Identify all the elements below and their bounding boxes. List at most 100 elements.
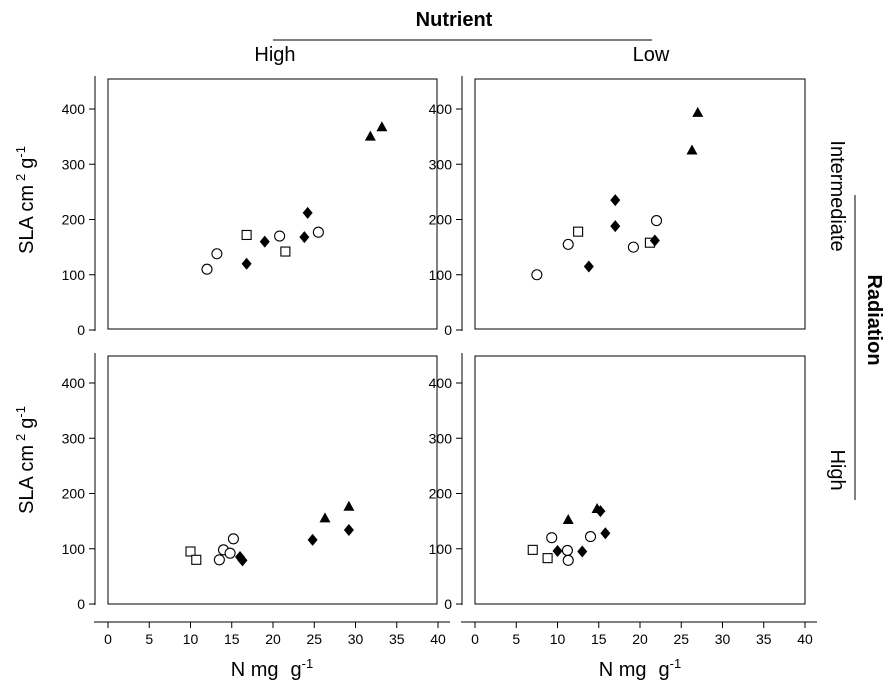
- data-point-circle: [201, 263, 213, 275]
- y-tick-label: 200: [429, 486, 453, 502]
- data-point-triangle: [376, 121, 388, 132]
- data-point-circle: [584, 531, 597, 543]
- y-label-main: SLA cm: [16, 185, 38, 254]
- panel-frame: [474, 355, 806, 605]
- data-point-diamond: [241, 257, 252, 270]
- data-point-circle: [562, 554, 574, 566]
- panel-frame: [107, 355, 438, 605]
- x-tick-label: 0: [471, 631, 479, 647]
- data-point-square: [573, 226, 584, 237]
- data-point-circle: [274, 230, 286, 242]
- x-label-main: N mg: [599, 659, 647, 681]
- data-point-circle: [650, 215, 663, 227]
- y-label-sup2: -1: [13, 146, 28, 158]
- x-label-g: g: [291, 659, 302, 681]
- panel-frame: [107, 78, 438, 330]
- y-tick-label: 400: [62, 375, 86, 391]
- y-tick-label: 0: [444, 596, 452, 612]
- data-point-circle: [224, 547, 236, 559]
- x-axis-label-right: N mg g-1: [599, 656, 681, 681]
- y-tick-label: 100: [429, 267, 453, 283]
- data-point-circle: [531, 269, 543, 281]
- y-tick-label: 300: [62, 430, 86, 446]
- data-point-triangle: [319, 512, 331, 523]
- y-tick-label: 400: [429, 375, 453, 391]
- data-point-circle: [561, 544, 573, 556]
- row-title: Radiation: [863, 274, 885, 365]
- x-tick-label: 25: [306, 631, 322, 647]
- data-point-circle: [562, 238, 574, 250]
- column-label-low: Low: [633, 44, 670, 66]
- data-point-circle: [213, 554, 225, 566]
- y-label-main: SLA cm: [16, 445, 38, 514]
- x-tick-label: 30: [348, 631, 364, 647]
- data-point-diamond: [610, 220, 621, 233]
- y-tick-label: 300: [429, 156, 453, 172]
- row-label-high: High: [826, 449, 848, 490]
- data-point-circle: [211, 248, 223, 260]
- y-label-sup1: 2: [13, 174, 28, 181]
- panel-frame: [474, 78, 806, 330]
- x-tick-label: 20: [265, 631, 281, 647]
- data-point-square: [527, 544, 538, 555]
- data-point-diamond: [237, 554, 248, 567]
- data-point-triangle: [692, 106, 704, 117]
- data-point-diamond: [302, 206, 313, 219]
- x-tick-label: 15: [224, 631, 240, 647]
- x-tick-label: 5: [145, 631, 153, 647]
- x-tick-label: 40: [430, 631, 446, 647]
- data-point-triangle: [364, 130, 376, 141]
- data-point-diamond: [600, 527, 611, 540]
- y-tick-label: 300: [62, 156, 86, 172]
- x-tick-label: 10: [183, 631, 199, 647]
- x-tick-label: 15: [591, 631, 607, 647]
- x-tick-label: 10: [550, 631, 566, 647]
- data-point-diamond: [649, 234, 660, 247]
- data-point-square: [185, 546, 196, 557]
- data-point-diamond: [552, 544, 563, 557]
- column-label-high: High: [254, 44, 295, 66]
- data-point-square: [542, 553, 553, 564]
- y-tick-label: 100: [429, 541, 453, 557]
- data-point-diamond: [343, 523, 354, 536]
- x-tick-label: 40: [797, 631, 813, 647]
- y-tick-label: 300: [429, 430, 453, 446]
- x-tick-label: 35: [389, 631, 405, 647]
- y-label-g: g: [16, 418, 38, 429]
- y-axis-label-top: SLA cm 2 g-1: [13, 146, 38, 254]
- x-axis-label-left: N mg g-1: [231, 656, 313, 681]
- data-point-diamond: [299, 231, 310, 244]
- y-tick-label: 400: [62, 101, 86, 117]
- x-label-sup: -1: [302, 656, 314, 671]
- plots-layer: 0 100 200 300 400 0 100 200 300 400 0 100 200 300 400 0…: [62, 76, 817, 647]
- y-tick-label: 0: [77, 322, 85, 338]
- data-point-diamond: [610, 194, 621, 207]
- data-point-square: [280, 246, 291, 257]
- x-tick-label: 20: [632, 631, 648, 647]
- data-point-circle: [227, 533, 239, 545]
- x-label-g: g: [659, 659, 670, 681]
- x-tick-label: 25: [673, 631, 689, 647]
- y-tick-label: 200: [62, 486, 86, 502]
- data-point-triangle: [343, 500, 355, 511]
- y-tick-label: 200: [62, 212, 86, 228]
- data-point-diamond: [577, 545, 588, 558]
- y-tick-label: 200: [429, 212, 453, 228]
- x-label-sup: -1: [670, 656, 682, 671]
- x-tick-label: 35: [756, 631, 772, 647]
- data-point-diamond: [259, 235, 270, 248]
- y-tick-label: 100: [62, 267, 86, 283]
- data-point-circle: [312, 226, 324, 238]
- y-tick-label: 0: [444, 322, 452, 338]
- data-point-triangle: [591, 502, 603, 513]
- y-label-g: g: [16, 158, 38, 169]
- y-tick-label: 400: [429, 101, 453, 117]
- y-tick-label: 100: [62, 541, 86, 557]
- x-label-main: N mg: [231, 659, 279, 681]
- x-tick-label: 30: [715, 631, 731, 647]
- column-title: Nutrient: [416, 9, 493, 31]
- data-point-diamond: [307, 533, 318, 546]
- data-point-square: [241, 229, 252, 241]
- x-tick-label: 5: [512, 631, 520, 647]
